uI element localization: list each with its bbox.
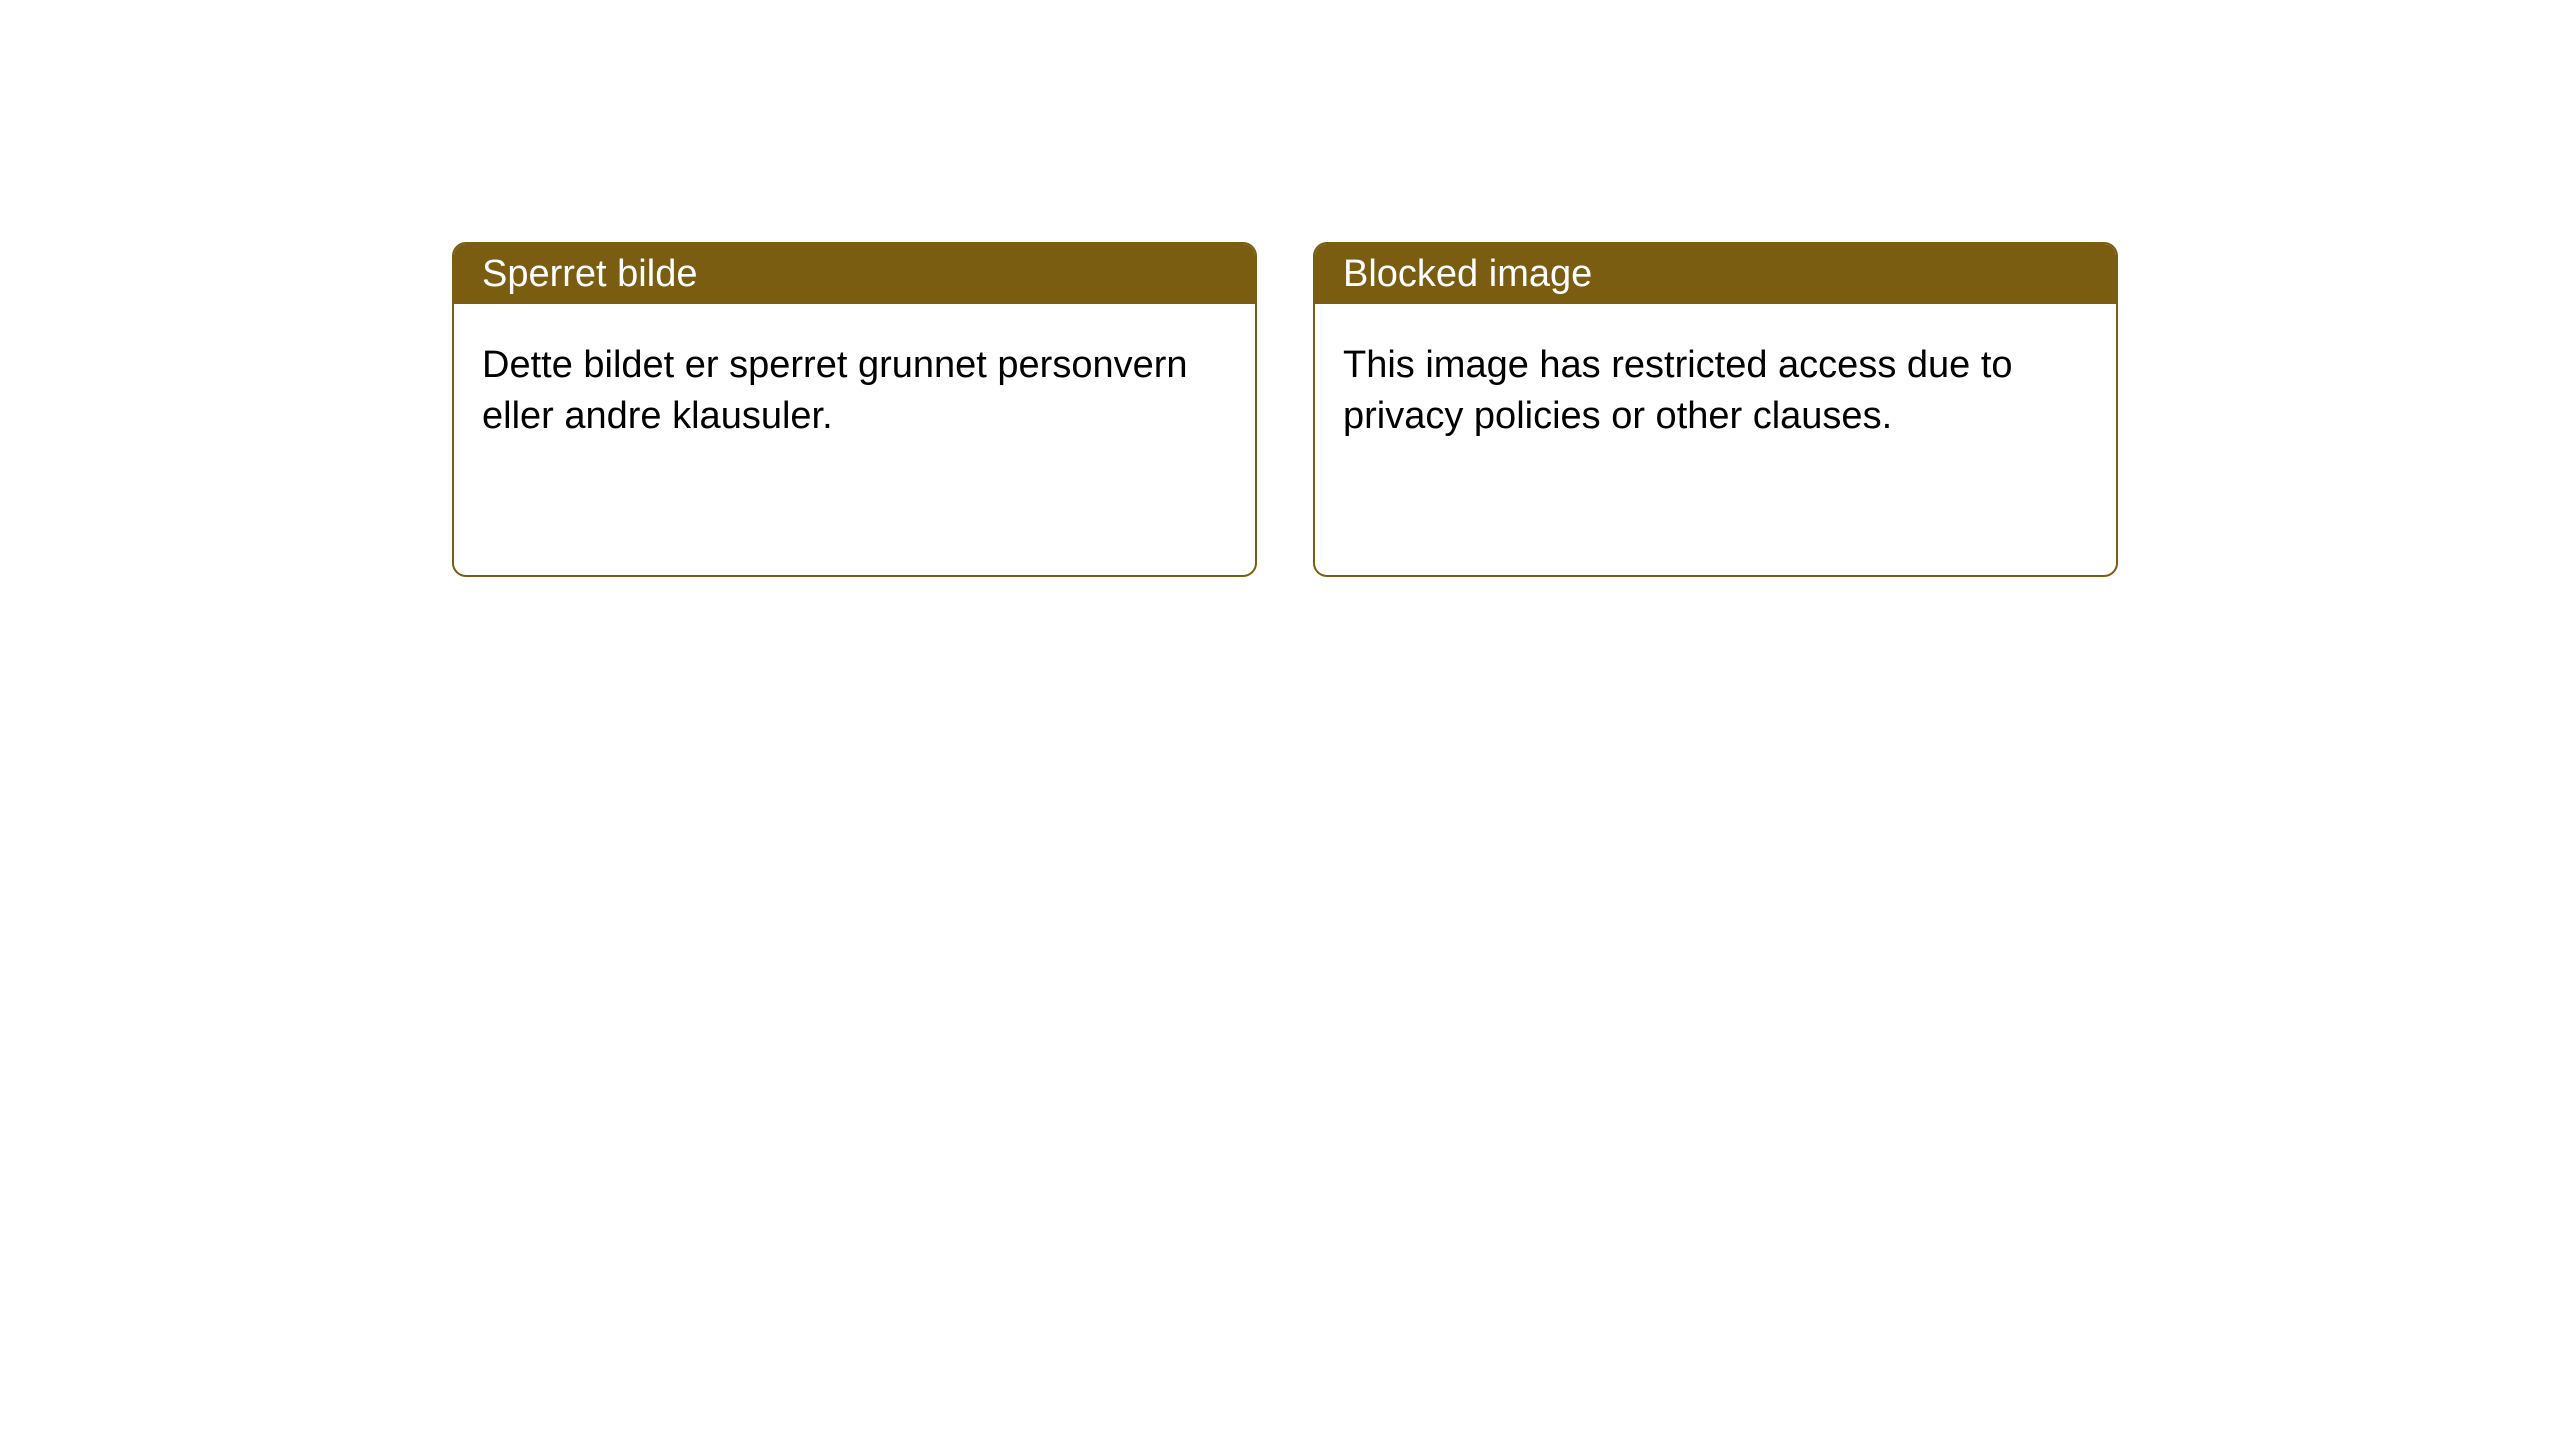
card-header-no: Sperret bilde <box>454 244 1255 304</box>
card-body-no: Dette bildet er sperret grunnet personve… <box>454 304 1255 479</box>
card-header-en: Blocked image <box>1315 244 2116 304</box>
card-body-text: This image has restricted access due to … <box>1343 344 2013 437</box>
blocked-image-notice-container: Sperret bilde Dette bildet er sperret gr… <box>452 242 2560 577</box>
card-body-en: This image has restricted access due to … <box>1315 304 2116 479</box>
blocked-image-card-en: Blocked image This image has restricted … <box>1313 242 2118 577</box>
blocked-image-card-no: Sperret bilde Dette bildet er sperret gr… <box>452 242 1257 577</box>
card-header-label: Blocked image <box>1343 253 1592 296</box>
card-body-text: Dette bildet er sperret grunnet personve… <box>482 344 1188 437</box>
card-header-label: Sperret bilde <box>482 253 697 296</box>
